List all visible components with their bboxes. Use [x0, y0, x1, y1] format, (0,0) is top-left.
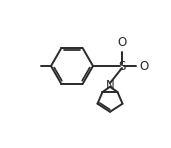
Text: N: N	[106, 78, 114, 91]
Text: O: O	[117, 36, 127, 49]
Text: O: O	[140, 59, 149, 73]
Text: S: S	[118, 59, 126, 73]
